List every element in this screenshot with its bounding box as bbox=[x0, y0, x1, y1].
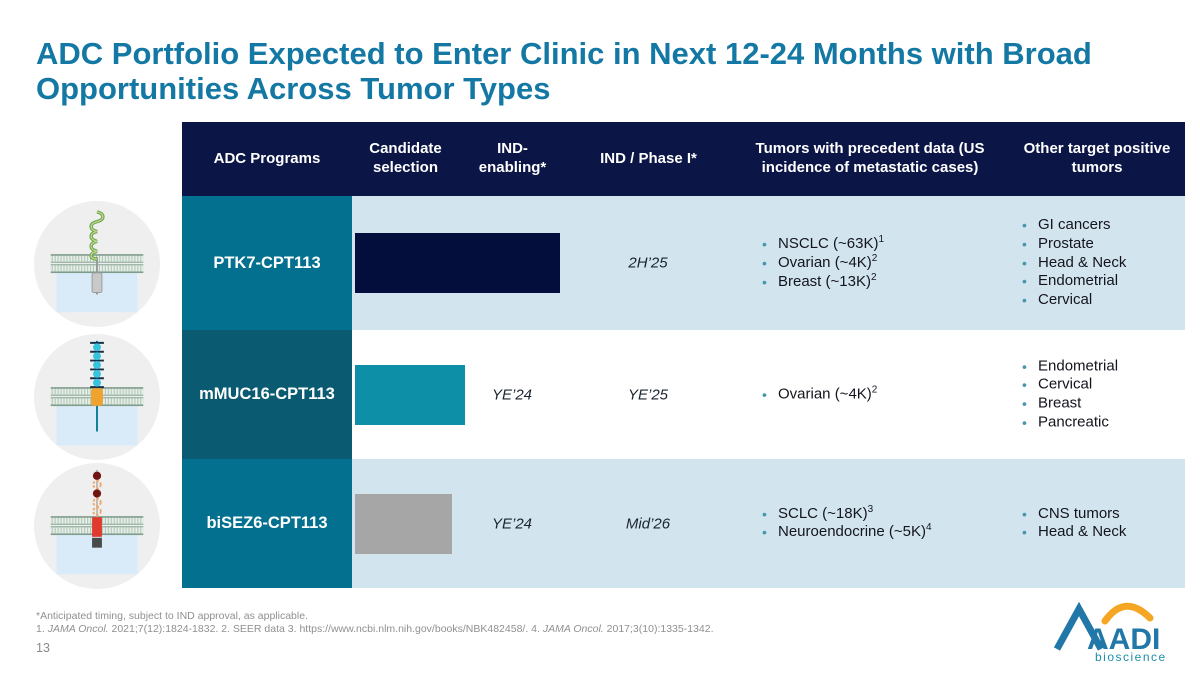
ptk7-receptor-icon bbox=[33, 200, 161, 328]
footnote-timing: *Anticipated timing, subject to IND appr… bbox=[36, 610, 308, 622]
header-adc-programs: ADC Programs bbox=[213, 149, 321, 167]
list-item: Endometrial bbox=[1022, 272, 1187, 291]
header-ind-enabling: IND-enabling* bbox=[478, 140, 547, 176]
other-tumors-list: Endometrial Cervical Breast Pancreatic bbox=[1022, 357, 1187, 432]
sez6-receptor-icon bbox=[33, 462, 161, 590]
list-item: Head & Neck bbox=[1022, 524, 1187, 543]
list-item: Cervical bbox=[1022, 376, 1187, 395]
pipeline-table: ADC Programs Candidate selection IND-ena… bbox=[182, 122, 1185, 588]
timeline-ind-phase1: Mid’26 bbox=[625, 515, 671, 532]
list-item: Ovarian (~4K)2 bbox=[762, 385, 1027, 404]
program-name: mMUC16-CPT113 bbox=[199, 385, 335, 403]
list-item: Endometrial bbox=[1022, 357, 1187, 376]
list-item: CNS tumors bbox=[1022, 505, 1187, 524]
list-item: Breast bbox=[1022, 395, 1187, 414]
slide-title: ADC Portfolio Expected to Enter Clinic i… bbox=[36, 36, 1092, 107]
logo-tagline: bioscience bbox=[1095, 650, 1167, 664]
timeline-ind-phase1: 2H’25 bbox=[628, 254, 668, 272]
footnote-references: 1. JAMA Oncol. 2021;7(12):1824-1832. 2. … bbox=[36, 623, 714, 635]
tumors-precedent-list: NSCLC (~63K)1 Ovarian (~4K)2 Breast (~13… bbox=[762, 234, 1027, 291]
list-item: Head & Neck bbox=[1022, 254, 1187, 273]
timeline-ind-enabling: YE’24 bbox=[491, 386, 533, 403]
list-item: SCLC (~18K)3 bbox=[762, 504, 1027, 524]
progress-bar bbox=[355, 233, 560, 293]
table-row: biSEZ6-CPT113 YE’24 Mid’26 SCLC (~18K)3 … bbox=[182, 459, 1185, 588]
row-body: 2H’25 NSCLC (~63K)1 Ovarian (~4K)2 Breas… bbox=[352, 196, 1185, 330]
muc16-receptor-icon bbox=[33, 333, 161, 461]
row-body: YE’24 YE’25 Ovarian (~4K)2 Endometrial C… bbox=[352, 330, 1185, 459]
list-item: Neuroendocrine (~5K)4 bbox=[762, 523, 1027, 543]
list-item: Cervical bbox=[1022, 291, 1187, 310]
tumors-precedent-list: Ovarian (~4K)2 bbox=[762, 385, 1027, 404]
program-label: mMUC16-CPT113 bbox=[182, 330, 352, 459]
table-row: PTK7-CPT113 2H’25 NSCLC (~63K)1 Ovarian … bbox=[182, 196, 1185, 330]
logo-wordmark: AADI bbox=[1087, 623, 1160, 656]
list-item: GI cancers bbox=[1022, 216, 1187, 235]
list-item: Pancreatic bbox=[1022, 413, 1187, 432]
header-other-tumors: Other target positive tumors bbox=[1023, 140, 1171, 176]
list-item: Breast (~13K)2 bbox=[762, 272, 1027, 291]
progress-bar bbox=[355, 493, 452, 554]
row-body: YE’24 Mid’26 SCLC (~18K)3 Neuroendocrine… bbox=[352, 459, 1185, 588]
table-header-row: ADC Programs Candidate selection IND-ena… bbox=[182, 122, 1185, 196]
timeline-ind-enabling: YE’24 bbox=[491, 515, 533, 532]
timeline-ind-phase1: YE’25 bbox=[627, 386, 669, 403]
program-label: PTK7-CPT113 bbox=[182, 196, 352, 330]
header-ind-phase1: IND / Phase I* bbox=[600, 149, 697, 167]
program-label: biSEZ6-CPT113 bbox=[182, 459, 352, 588]
table-row: mMUC16-CPT113 YE’24 YE’25 Ovarian (~4K)2… bbox=[182, 330, 1185, 459]
list-item: Prostate bbox=[1022, 235, 1187, 254]
tumors-precedent-list: SCLC (~18K)3 Neuroendocrine (~5K)4 bbox=[762, 504, 1027, 543]
other-tumors-list: GI cancers Prostate Head & Neck Endometr… bbox=[1022, 216, 1187, 310]
header-tumors-precedent: Tumors with precedent data (US incidence… bbox=[755, 140, 985, 176]
header-candidate-selection: Candidate selection bbox=[369, 140, 442, 176]
logo-arc bbox=[1101, 602, 1154, 625]
program-name: biSEZ6-CPT113 bbox=[206, 514, 328, 532]
other-tumors-list: CNS tumors Head & Neck bbox=[1022, 505, 1187, 543]
list-item: Ovarian (~4K)2 bbox=[762, 253, 1027, 273]
progress-bar bbox=[355, 364, 465, 425]
aadi-bioscience-logo: AADI bioscience bbox=[1053, 601, 1178, 665]
list-item: NSCLC (~63K)1 bbox=[762, 234, 1027, 254]
program-name: PTK7-CPT113 bbox=[213, 253, 321, 272]
page-number: 13 bbox=[36, 641, 50, 655]
